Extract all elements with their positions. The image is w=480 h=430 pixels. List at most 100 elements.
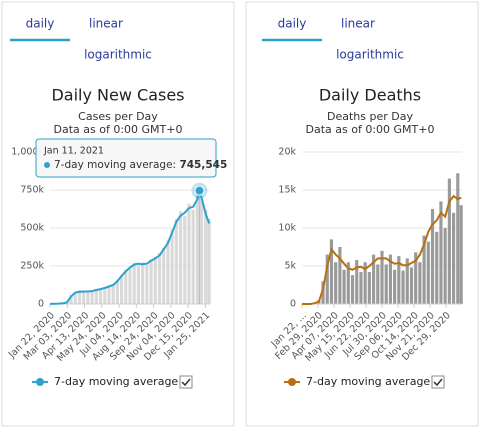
bar — [452, 212, 456, 304]
bar — [418, 262, 422, 304]
bar — [149, 259, 153, 304]
tooltip-value: 745,545 — [179, 159, 227, 171]
bar — [86, 290, 90, 304]
bar — [384, 264, 388, 304]
bar — [157, 253, 162, 304]
bar — [69, 294, 73, 304]
bar — [334, 262, 338, 304]
bar — [200, 200, 204, 304]
checkbox[interactable] — [179, 375, 193, 389]
y-tick-label: 0 — [290, 299, 296, 310]
bar — [342, 269, 346, 304]
chart-title: Daily New Cases — [51, 86, 184, 105]
legend-marker — [36, 378, 44, 386]
bar — [439, 201, 443, 304]
bar — [426, 241, 430, 304]
chart-subtitle: Cases per Day — [78, 110, 158, 123]
bar — [355, 259, 359, 304]
bar — [124, 269, 128, 304]
bar — [111, 284, 115, 304]
bar — [456, 173, 460, 304]
bar — [329, 239, 334, 304]
tooltip-text: 7-day moving average: 745,545 — [54, 159, 227, 171]
bar — [166, 240, 170, 304]
bar — [103, 287, 107, 304]
bar — [380, 250, 384, 304]
chart-note: Data as of 0:00 GMT+0 — [306, 123, 435, 136]
bar — [372, 254, 376, 304]
chart-title: Daily Deaths — [319, 86, 421, 105]
y-tick-label: 15k — [278, 185, 296, 196]
y-tick-label: 20k — [278, 147, 296, 158]
bar — [77, 290, 82, 304]
highlight-point — [194, 185, 205, 196]
bar — [136, 265, 140, 304]
bar — [94, 288, 98, 304]
bar — [367, 272, 371, 304]
tab[interactable]: daily — [26, 17, 55, 31]
bar — [120, 275, 124, 304]
y-tick-label: 1,000k — [11, 147, 44, 158]
tab[interactable]: daily — [278, 17, 307, 31]
bar — [376, 264, 380, 304]
tab[interactable]: logarithmic — [336, 48, 404, 62]
bar — [338, 247, 342, 304]
tooltip-marker — [44, 162, 50, 168]
bar — [321, 281, 325, 304]
bar — [459, 205, 463, 304]
legend-label: 7-day moving average — [306, 375, 430, 388]
y-tick-label: 250k — [20, 261, 44, 272]
bar — [107, 286, 111, 304]
line — [302, 194, 462, 305]
bar — [195, 194, 199, 304]
y-tick-label: 0 — [38, 299, 44, 310]
tooltip-label: 7-day moving average: — [54, 159, 176, 171]
tab[interactable]: linear — [341, 17, 375, 31]
bar — [90, 291, 94, 304]
bar — [197, 185, 202, 304]
line — [49, 186, 211, 305]
bar — [430, 209, 435, 304]
bar — [153, 256, 157, 304]
bar — [128, 268, 132, 304]
bar — [191, 209, 195, 304]
bar — [73, 293, 77, 304]
bar — [397, 256, 401, 304]
tab[interactable]: logarithmic — [84, 48, 152, 62]
y-tick-label: 10k — [278, 223, 296, 234]
bar — [204, 209, 208, 304]
bar — [187, 203, 191, 304]
checkmark — [181, 378, 191, 387]
chart-note: Data as of 0:00 GMT+0 — [54, 123, 183, 136]
bar — [141, 262, 145, 304]
checkbox[interactable] — [431, 375, 445, 389]
bar — [393, 269, 397, 304]
tab[interactable]: linear — [89, 17, 123, 31]
bar — [115, 279, 119, 304]
bar — [98, 289, 103, 304]
bar — [178, 211, 183, 304]
bar — [405, 258, 409, 304]
bar — [183, 215, 187, 304]
bar — [443, 228, 447, 304]
y-tick-label: 5k — [284, 261, 296, 272]
legend-label: 7-day moving average — [54, 375, 178, 388]
legend-marker — [288, 378, 296, 386]
bar — [346, 262, 350, 304]
bar — [207, 218, 211, 304]
bar — [363, 262, 367, 304]
bar — [174, 218, 178, 304]
bar — [435, 231, 439, 304]
bar — [401, 270, 405, 304]
bar — [359, 272, 363, 304]
bar — [350, 275, 355, 304]
checkmark — [433, 378, 443, 387]
tooltip-box — [35, 138, 217, 178]
y-tick-label: 750k — [20, 185, 44, 196]
bar — [325, 254, 329, 304]
bar — [170, 229, 174, 304]
bar — [388, 254, 392, 304]
bar — [447, 178, 451, 304]
bar — [414, 252, 418, 304]
